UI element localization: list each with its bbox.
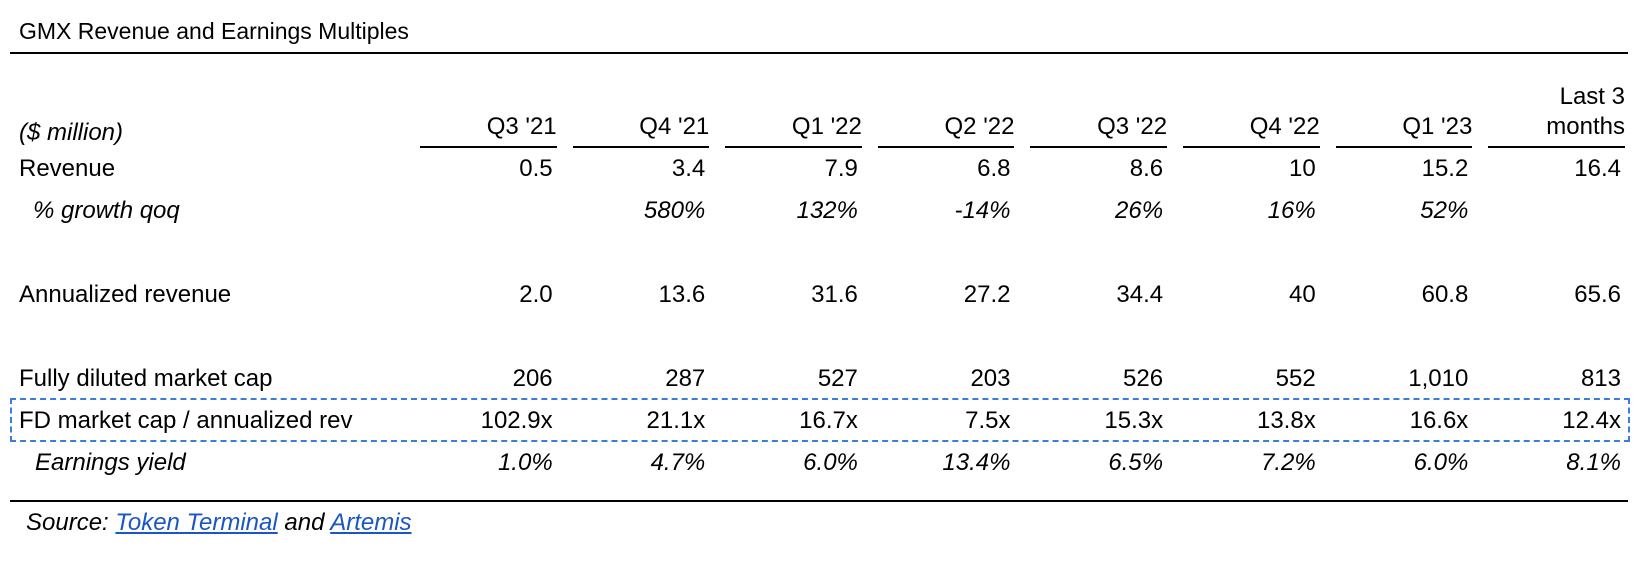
cell[interactable]: 16.4 [1574, 155, 1621, 182]
top-rule [10, 52, 1628, 54]
cell[interactable]: 34.4 [1116, 281, 1164, 308]
bottom-rule [10, 500, 1628, 502]
cell[interactable]: 8.6 [1129, 155, 1164, 182]
cell[interactable]: 13.6 [658, 281, 706, 308]
unit-label[interactable]: ($ million) [19, 119, 124, 146]
token-terminal-link[interactable]: Token Terminal [115, 509, 278, 536]
cell[interactable]: 7.2% [1261, 449, 1316, 476]
row-label[interactable]: Fully diluted market cap [19, 365, 273, 392]
cell[interactable]: 65.6 [1574, 281, 1621, 308]
row-growth: % growth qoq 580% 132% -14% 26% 16% 52% [10, 190, 1628, 232]
cell[interactable]: 1,010 [1408, 365, 1469, 392]
cell[interactable]: 8.1% [1566, 449, 1621, 476]
cell[interactable]: 16.7x [799, 407, 858, 434]
col-header-last[interactable]: Last 3 months [1475, 68, 1628, 148]
cell[interactable] [407, 190, 560, 232]
last-col-line2: months [1546, 113, 1625, 140]
row-multiple: FD market cap / annualized rev 102.9x 21… [10, 400, 1628, 442]
col-header[interactable]: Q3 '22 [1017, 68, 1170, 148]
cell[interactable]: 13.4% [942, 449, 1011, 476]
cell[interactable]: 40 [1289, 281, 1316, 308]
cell[interactable]: 60.8 [1421, 281, 1469, 308]
col-header[interactable]: Q4 '22 [1170, 68, 1323, 148]
cell[interactable]: 2.0 [519, 281, 553, 308]
row-earnings-yield: Earnings yield 1.0% 4.7% 6.0% 13.4% 6.5%… [10, 442, 1628, 484]
sheet-title: GMX Revenue and Earnings Multiples [19, 18, 409, 44]
cell[interactable]: 527 [817, 365, 858, 392]
col-header[interactable]: Q1 '23 [1323, 68, 1476, 148]
cell[interactable]: 552 [1275, 365, 1316, 392]
cell[interactable]: 7.5x [965, 407, 1011, 434]
cell[interactable]: 26% [1115, 197, 1164, 224]
source-line: Source: Token Terminal and Artemis [26, 506, 412, 540]
cell[interactable]: 1.0% [497, 449, 553, 476]
cell[interactable]: 6.5% [1108, 449, 1164, 476]
spacer-row [10, 316, 1628, 358]
header-row: ($ million) Q3 '21 Q4 '21 Q1 '22 Q2 '22 … [10, 68, 1628, 148]
cell[interactable]: 15.3x [1104, 407, 1164, 434]
artemis-link[interactable]: Artemis [330, 509, 412, 536]
cell[interactable]: 15.2 [1421, 155, 1469, 182]
cell[interactable]: 132% [796, 197, 858, 224]
cell[interactable]: 31.6 [811, 281, 858, 308]
cell[interactable]: 4.7% [650, 449, 706, 476]
cell[interactable]: -14% [954, 197, 1011, 224]
cell[interactable]: 16.6x [1409, 407, 1469, 434]
row-label[interactable]: % growth qoq [33, 197, 180, 224]
col-header[interactable]: Q3 '21 [407, 68, 560, 148]
row-annualized-revenue: Annualized revenue 2.0 13.6 31.6 27.2 34… [10, 274, 1628, 316]
cell[interactable]: 7.9 [824, 155, 858, 182]
cell[interactable]: 6.0% [803, 449, 858, 476]
last-col-line1: Last 3 [1559, 83, 1625, 110]
row-revenue: Revenue 0.5 3.4 7.9 6.8 8.6 10 15.2 16.4 [10, 148, 1628, 190]
col-header[interactable]: Q1 '22 [712, 68, 865, 148]
cell[interactable]: 287 [665, 365, 706, 392]
cell[interactable]: 21.1x [646, 407, 706, 434]
cell[interactable]: 526 [1123, 365, 1164, 392]
row-label[interactable]: Revenue [19, 155, 116, 182]
cell[interactable]: 27.2 [963, 281, 1011, 308]
cell[interactable]: 813 [1580, 365, 1621, 392]
cell[interactable]: 206 [512, 365, 553, 392]
cell[interactable]: 203 [970, 365, 1011, 392]
cell[interactable]: 6.8 [977, 155, 1011, 182]
col-header[interactable]: Q2 '22 [865, 68, 1018, 148]
cell[interactable]: 580% [643, 197, 706, 224]
cell[interactable]: 16% [1267, 197, 1316, 224]
data-table: ($ million) Q3 '21 Q4 '21 Q1 '22 Q2 '22 … [10, 68, 1628, 484]
row-label[interactable]: FD market cap / annualized rev [19, 407, 353, 434]
cell[interactable] [1475, 190, 1628, 232]
cell[interactable]: 12.4x [1562, 407, 1621, 434]
row-label[interactable]: Annualized revenue [19, 281, 232, 308]
cell[interactable]: 13.8x [1256, 407, 1316, 434]
spacer-row [10, 232, 1628, 274]
cell[interactable]: 52% [1420, 197, 1469, 224]
cell[interactable]: 0.5 [519, 155, 553, 182]
row-market-cap: Fully diluted market cap 206 287 527 203… [10, 358, 1628, 400]
source-middle: and [277, 509, 331, 536]
col-header[interactable]: Q4 '21 [560, 68, 713, 148]
source-prefix: Source: [26, 509, 116, 536]
row-label[interactable]: Earnings yield [35, 449, 186, 476]
cell[interactable]: 10 [1289, 155, 1316, 182]
cell[interactable]: 3.4 [671, 155, 706, 182]
cell[interactable]: 102.9x [480, 407, 553, 434]
cell[interactable]: 6.0% [1413, 449, 1469, 476]
